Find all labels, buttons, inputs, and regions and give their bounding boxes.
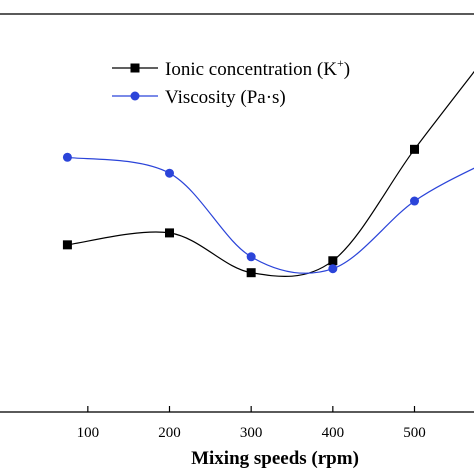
series-line-1 <box>67 156 474 274</box>
marker-viscosity-300 <box>246 252 256 262</box>
x-tick-label-400: 400 <box>322 425 345 441</box>
marker-ionic-300 <box>246 268 256 278</box>
x-tick-label-100: 100 <box>77 425 100 441</box>
legend-label-ionic: Ionic concentration (K+) <box>165 56 350 80</box>
legend-marker-ionic <box>130 63 140 73</box>
x-axis-ticks: 100 200 300 400 500 <box>77 406 426 441</box>
marker-viscosity-400 <box>328 264 338 274</box>
series-line-0 <box>67 70 474 278</box>
legend-marker-viscosity <box>130 91 140 101</box>
marker-viscosity-200 <box>165 168 174 178</box>
x-tick-label-300: 300 <box>240 425 263 441</box>
x-tick-label-200: 200 <box>158 425 181 441</box>
marker-ionic-200 <box>165 228 174 238</box>
x-axis-title: Mixing speeds (rpm) <box>191 448 359 469</box>
marker-ionic-75 <box>62 240 72 250</box>
series-markers <box>62 144 419 278</box>
marker-ionic-500 <box>410 144 419 154</box>
plot-frame <box>0 13 474 413</box>
marker-ionic-400 <box>328 256 338 266</box>
marker-viscosity-75 <box>62 152 72 162</box>
legend: Ionic concentration (K+) Viscosity (Pa·s… <box>112 56 350 108</box>
x-tick-label-500: 500 <box>403 425 426 441</box>
marker-viscosity-500 <box>410 196 419 206</box>
legend-label-viscosity: Viscosity (Pa·s) <box>165 87 286 108</box>
